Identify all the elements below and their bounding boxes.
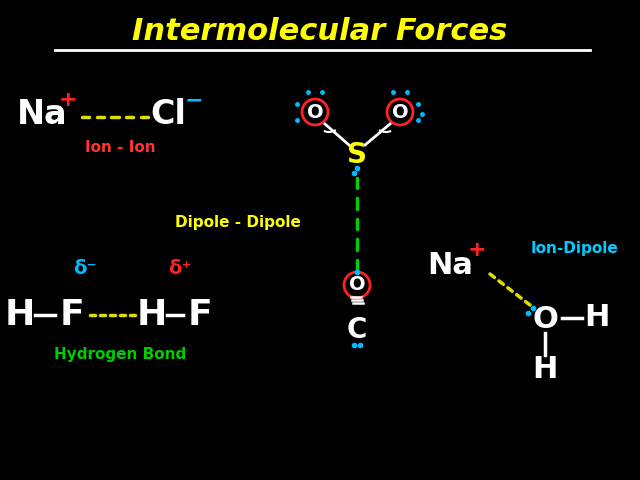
Text: O: O xyxy=(532,305,558,335)
Text: Na: Na xyxy=(17,98,67,132)
Text: H: H xyxy=(5,298,35,332)
Text: +: + xyxy=(59,90,77,110)
Text: C: C xyxy=(347,316,367,344)
Text: −: − xyxy=(185,90,204,110)
Text: δ⁻: δ⁻ xyxy=(73,259,97,277)
Text: H: H xyxy=(532,356,557,384)
Text: Ion-Dipole: Ion-Dipole xyxy=(531,240,619,255)
Text: Hydrogen Bond: Hydrogen Bond xyxy=(54,348,186,362)
Text: Intermolecular Forces: Intermolecular Forces xyxy=(132,17,508,47)
Text: H: H xyxy=(137,298,167,332)
Text: S: S xyxy=(347,141,367,169)
Text: Cl: Cl xyxy=(150,98,186,132)
Text: O: O xyxy=(349,276,365,295)
Text: +: + xyxy=(468,240,486,260)
Text: Ion - Ion: Ion - Ion xyxy=(84,141,156,156)
Text: F: F xyxy=(188,298,212,332)
Text: Dipole - Dipole: Dipole - Dipole xyxy=(175,215,301,229)
Text: O: O xyxy=(307,103,323,121)
Text: F: F xyxy=(60,298,84,332)
Text: δ⁺: δ⁺ xyxy=(168,259,192,277)
Text: H: H xyxy=(584,303,610,333)
Text: Na: Na xyxy=(427,251,473,279)
Text: O: O xyxy=(392,103,408,121)
